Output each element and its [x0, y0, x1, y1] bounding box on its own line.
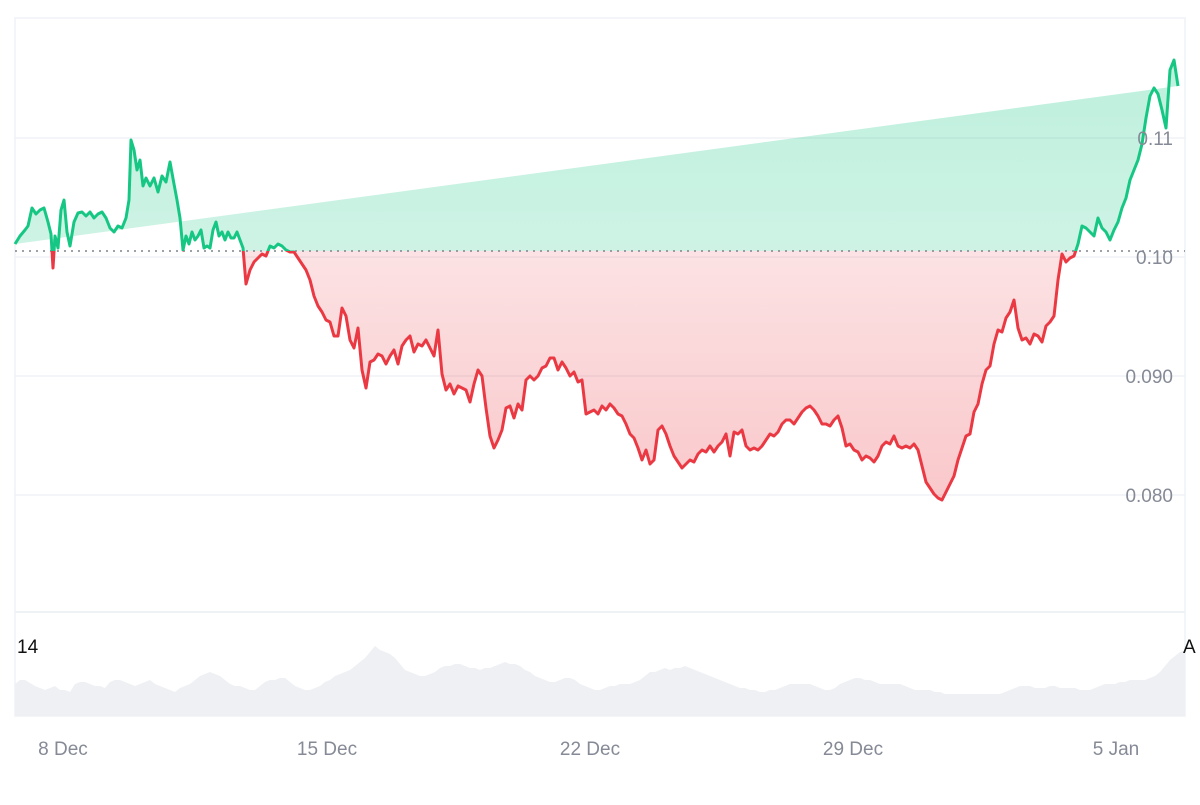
x-tick-label: 8 Dec: [38, 739, 88, 760]
price-line-down[interactable]: [15, 60, 1178, 502]
price-fill: [15, 60, 1178, 500]
volume-left-label: 14: [17, 637, 39, 658]
x-tick-label: 22 Dec: [560, 739, 620, 760]
fill-above-baseline: [15, 60, 1178, 251]
volume-shape: [15, 646, 1185, 716]
x-axis-labels: 8 Dec 15 Dec 22 Dec 29 Dec 5 Jan: [38, 739, 1139, 760]
y-tick-label: 0.11: [1137, 129, 1173, 150]
x-tick-label: 29 Dec: [823, 739, 883, 760]
volume-right-label: A: [1183, 637, 1196, 658]
price-line-up[interactable]: [13, 58, 1180, 500]
y-axis-labels: 0.11 0.10 0.090 0.080: [1125, 129, 1173, 507]
y-tick-label: 0.090: [1125, 367, 1173, 388]
price-line[interactable]: [13, 58, 1180, 502]
x-tick-label: 5 Jan: [1093, 739, 1139, 760]
fill-below-baseline: [52, 251, 1076, 500]
y-tick-label: 0.080: [1125, 486, 1173, 507]
volume-area: [15, 646, 1185, 716]
y-tick-label: 0.10: [1136, 248, 1173, 269]
x-tick-label: 15 Dec: [297, 739, 357, 760]
